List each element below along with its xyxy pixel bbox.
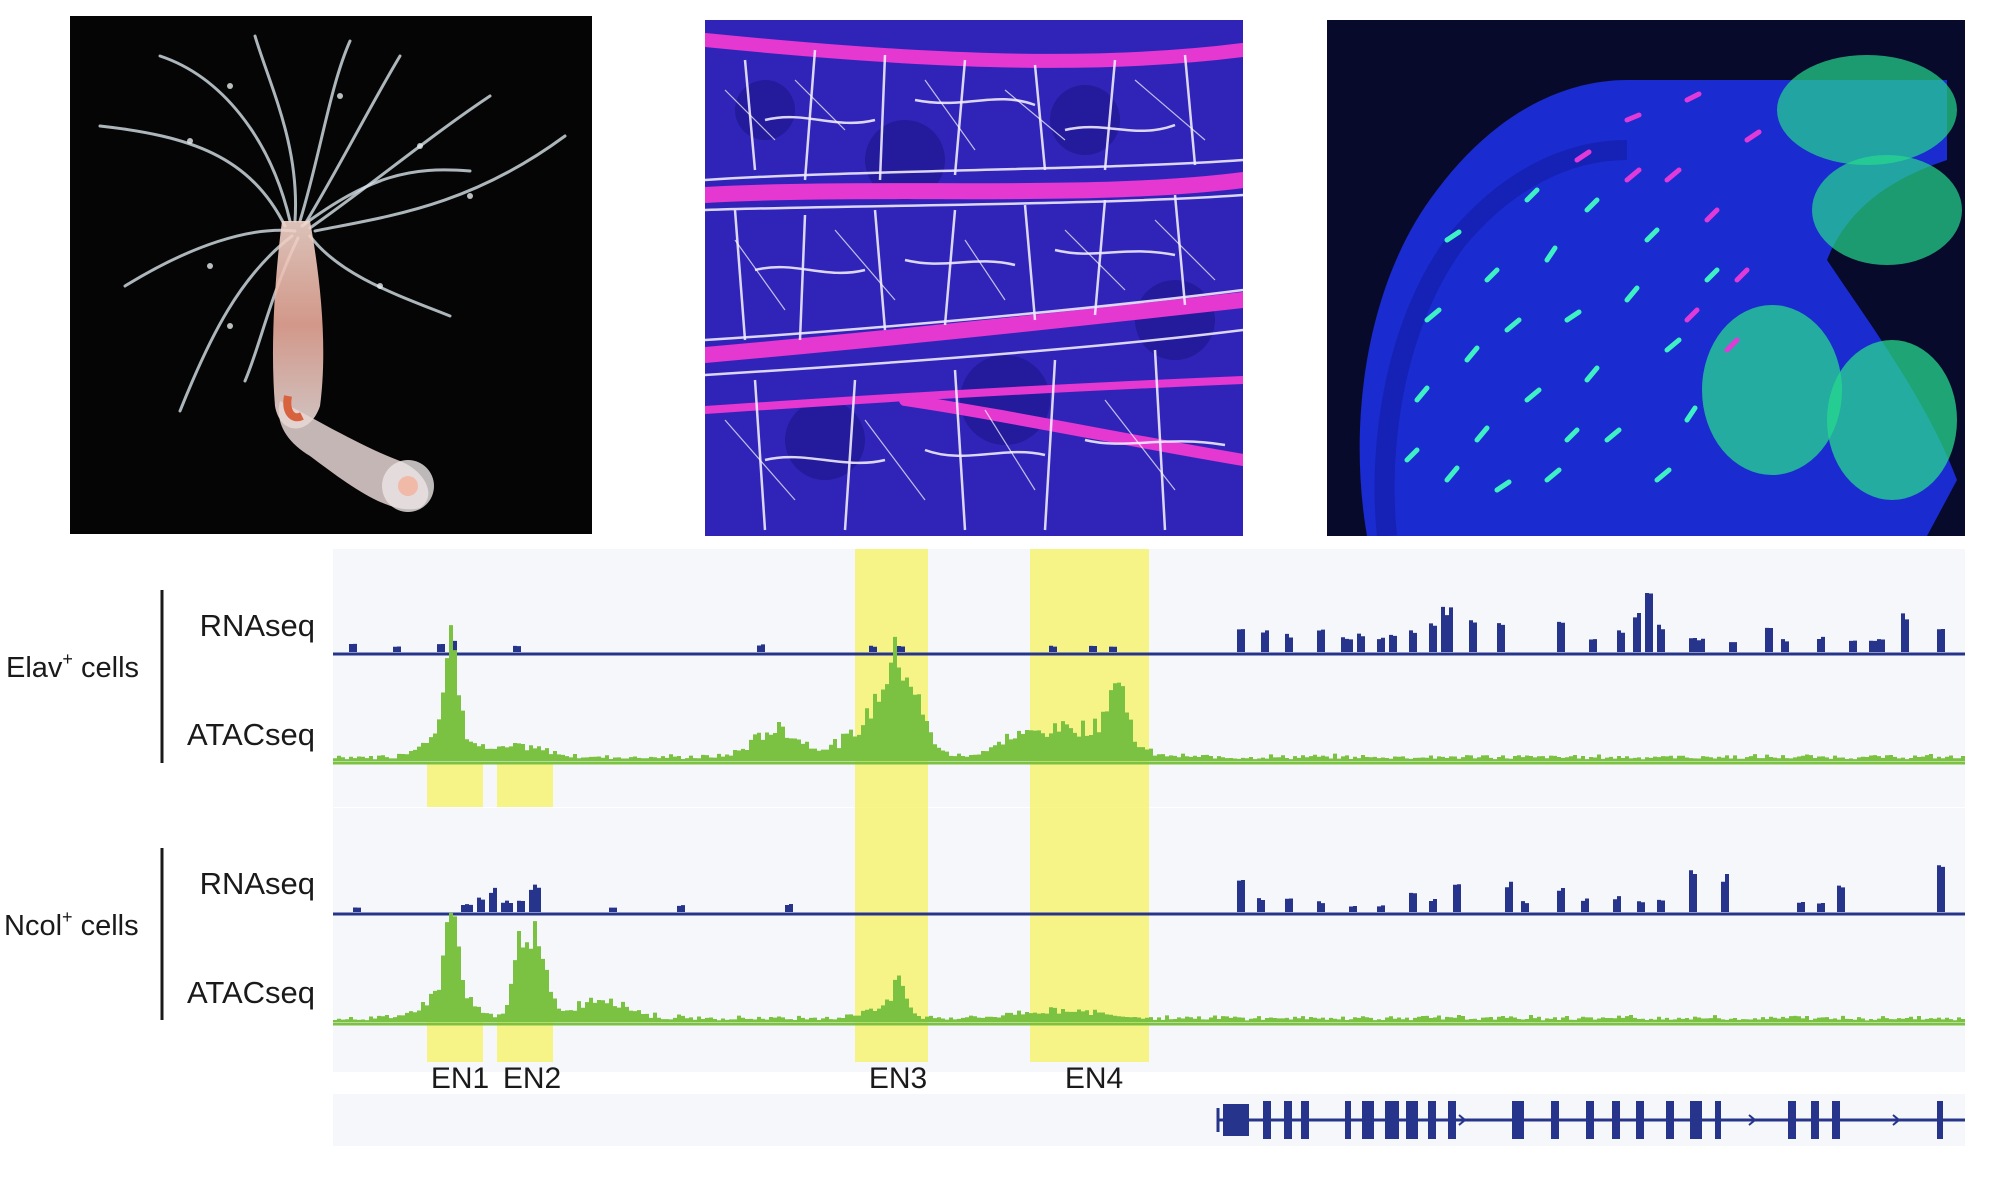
- gene-exon: [1512, 1101, 1524, 1139]
- ncol-rnaseq-signal: [333, 865, 1965, 912]
- gene-exon: [1788, 1101, 1796, 1139]
- enhancer-label-en1: EN1: [431, 1062, 489, 1095]
- strand-arrow: [1748, 1114, 1757, 1126]
- gene-exon: [1832, 1101, 1840, 1139]
- gene-exon: [1612, 1101, 1620, 1139]
- ncol-atacseq-label: ATACseq: [187, 975, 315, 1010]
- nematocyte-micrograph: [1327, 20, 1965, 536]
- highlight-en2-ncol: [497, 1022, 553, 1062]
- gene-exon: [1406, 1101, 1418, 1139]
- gene-exon: [1937, 1101, 1943, 1139]
- strand-arrow: [1458, 1114, 1467, 1126]
- enhancer-label-en3: EN3: [869, 1062, 927, 1095]
- gene-exon: [1362, 1101, 1374, 1139]
- elav-rnaseq-label: RNAseq: [200, 608, 315, 643]
- gene-exon: [1690, 1101, 1702, 1139]
- gene-exon: [1301, 1101, 1309, 1139]
- enhancer-label-en2: EN2: [503, 1062, 561, 1095]
- gene-exon: [1223, 1104, 1249, 1136]
- nerve-net-micrograph: [705, 20, 1243, 536]
- gene-exon: [1345, 1101, 1351, 1139]
- gene-exon: [1586, 1101, 1594, 1139]
- gene-exon: [1811, 1101, 1819, 1139]
- highlight-en1-elav: [427, 762, 483, 807]
- gene-exon: [1385, 1101, 1399, 1139]
- highlight-en3: [855, 549, 928, 1062]
- highlight-en2-elav: [497, 762, 553, 807]
- gene-exon: [1284, 1101, 1292, 1139]
- highlight-en4: [1030, 549, 1149, 1062]
- strand-arrow: [1892, 1114, 1901, 1126]
- elav-group-label: Elav+ cells: [6, 649, 139, 684]
- elav-atacseq-label: ATACseq: [187, 717, 315, 752]
- gene-exon: [1428, 1101, 1436, 1139]
- gene-exon: [1666, 1101, 1674, 1139]
- gene-model: [1216, 1101, 1965, 1139]
- gene-exon: [1263, 1101, 1271, 1139]
- ncol-rnaseq-label: RNAseq: [200, 866, 315, 901]
- ncol-group-label: Ncol+ cells: [4, 907, 139, 942]
- hydra-polyp-photo: [70, 16, 592, 534]
- enhancer-label-en4: EN4: [1065, 1062, 1123, 1095]
- gene-exon: [1551, 1101, 1559, 1139]
- elav-rnaseq-signal: [333, 592, 1965, 652]
- gene-exon: [1715, 1101, 1721, 1139]
- gene-exon: [1636, 1101, 1644, 1139]
- gene-exon: [1448, 1101, 1456, 1139]
- highlight-en1-ncol: [427, 1022, 483, 1062]
